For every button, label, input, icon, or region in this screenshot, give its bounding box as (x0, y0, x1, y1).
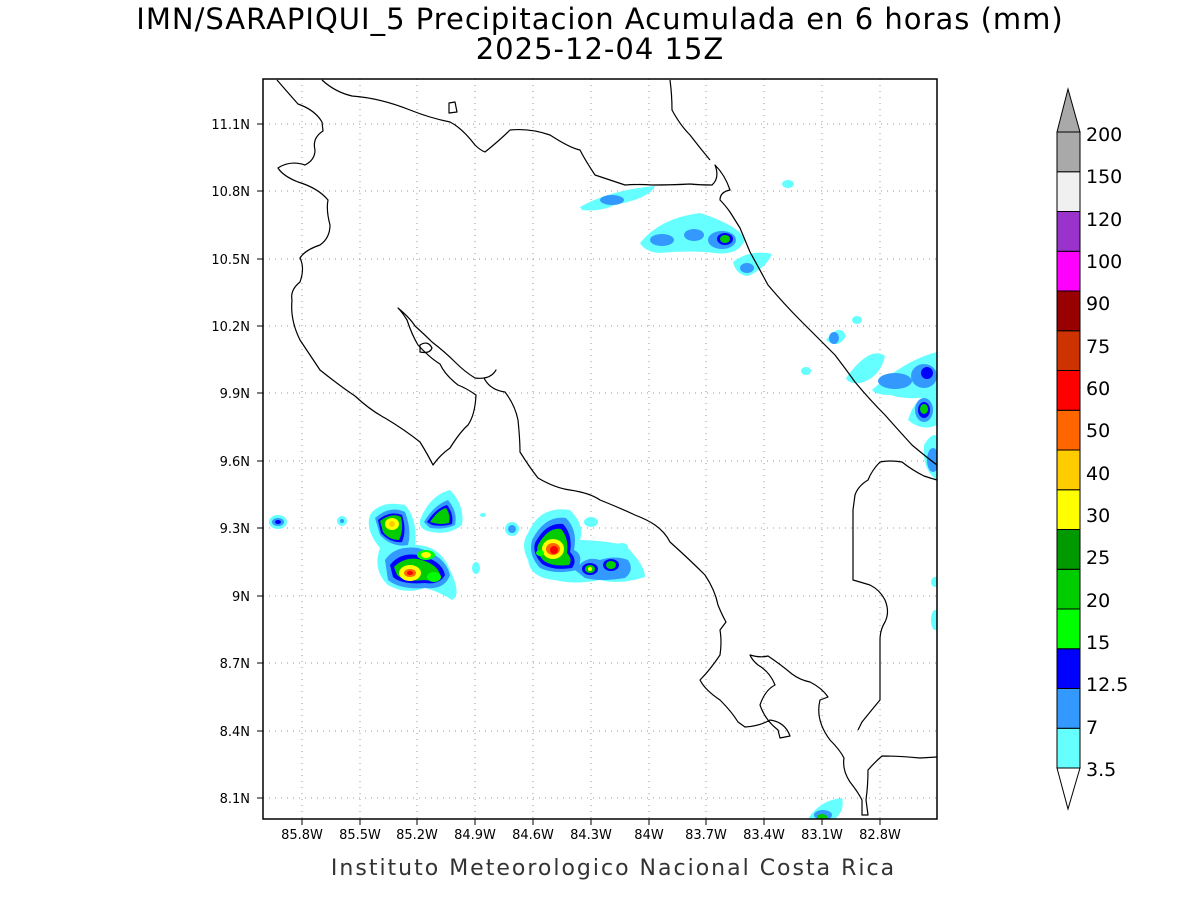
coast-caribbean-north (669, 79, 711, 161)
colorbar-label: 120 (1086, 209, 1122, 231)
colorbar-swatch (1056, 370, 1081, 411)
colorbar-swatch (1056, 529, 1081, 570)
colorbar-swatch (1056, 449, 1081, 491)
colorbar-label: 30 (1086, 505, 1110, 527)
lat-label: 8.1N (220, 792, 250, 807)
colorbar-swatch (1056, 409, 1081, 451)
colorbar-label: 90 (1086, 293, 1110, 315)
colorbar-under-triangle (1056, 767, 1081, 811)
colorbar-label: 200 (1086, 124, 1122, 146)
colorbar-label: 60 (1086, 378, 1110, 400)
lake-nicaragua (321, 79, 937, 466)
colorbar-label: 7 (1086, 717, 1098, 739)
colorbar-swatch (1056, 727, 1081, 769)
lon-label: 84.6W (512, 828, 554, 843)
colorbar-swatches (1056, 131, 1081, 769)
lon-label: 85.2W (396, 828, 438, 843)
colorbar-swatch (1056, 688, 1081, 729)
colorbar-labels: 200 150 120 100 90 75 60 50 40 30 25 20 … (1086, 124, 1128, 781)
lon-label: 84W (634, 828, 664, 843)
coastlines (276, 79, 937, 816)
colorbar-swatch (1056, 171, 1081, 212)
colorbar: 200 150 120 100 90 75 60 50 40 30 25 20 … (1056, 87, 1128, 811)
colorbar-swatch (1056, 211, 1081, 252)
colorbar-over-triangle (1056, 87, 1081, 133)
colorbar-swatch (1056, 290, 1081, 332)
colorbar-label: 25 (1086, 547, 1110, 569)
lat-label: 9.3N (220, 522, 250, 537)
lat-label: 9N (232, 590, 250, 605)
precip-cell-central (505, 509, 645, 583)
map-frame (262, 78, 938, 820)
lon-label: 85.5W (339, 828, 381, 843)
lon-label: 83.1W (801, 828, 843, 843)
border-panama (852, 460, 937, 731)
colorbar-label: 50 (1086, 420, 1110, 442)
precip-cell-caribbean (801, 316, 937, 630)
precip-cell-west (269, 490, 486, 600)
lon-labels: 85.8W 85.5W 85.2W 84.9W 84.6W 84.3W 84W … (281, 828, 901, 843)
colorbar-swatch (1056, 131, 1081, 173)
lon-label: 85.8W (281, 828, 323, 843)
lat-label: 11.1N (211, 118, 250, 133)
credit-text: Instituto Meteorologico Nacional Costa R… (330, 856, 897, 881)
axis-ticks (257, 123, 881, 825)
precipitation-field (269, 180, 937, 819)
colorbar-swatch (1056, 648, 1081, 689)
lat-label: 9.6N (220, 455, 250, 470)
colorbar-swatch (1056, 330, 1081, 371)
small-island (448, 101, 458, 114)
lat-label: 10.5N (211, 253, 250, 268)
colorbar-label: 100 (1086, 251, 1122, 273)
lon-label: 84.3W (570, 828, 612, 843)
lat-label: 8.4N (220, 725, 250, 740)
colorbar-label: 150 (1086, 166, 1122, 188)
colorbar-swatch (1056, 250, 1081, 292)
coast-pacific-north (276, 79, 937, 816)
lon-label: 84.9W (454, 828, 496, 843)
lat-label: 10.2N (211, 320, 250, 335)
colorbar-swatch (1056, 608, 1081, 650)
colorbar-swatch (1056, 489, 1081, 530)
colorbar-label: 75 (1086, 336, 1110, 358)
lon-label: 83.4W (743, 828, 785, 843)
lon-label: 83.7W (685, 828, 727, 843)
colorbar-label: 40 (1086, 463, 1110, 485)
lat-labels: 11.1N 10.8N 10.5N 10.2N 9.9N 9.6N 9.3N 9… (211, 118, 250, 807)
graticule (263, 79, 937, 819)
lat-label: 10.8N (211, 185, 250, 200)
map-datetime: 2025-12-04 15Z (475, 32, 725, 66)
colorbar-label: 20 (1086, 590, 1110, 612)
lon-label: 82.8W (859, 828, 901, 843)
precip-cell-north-band (580, 180, 794, 276)
map-title: IMN/SARAPIQUI_5 Precipitacion Acumulada … (136, 2, 1064, 36)
lat-label: 8.7N (220, 657, 250, 672)
colorbar-swatch (1056, 568, 1081, 610)
colorbar-label: 3.5 (1086, 759, 1116, 781)
precip-cell-south (808, 798, 843, 819)
lake-inlet (419, 342, 433, 354)
colorbar-label: 12.5 (1086, 674, 1128, 696)
colorbar-label: 15 (1086, 632, 1110, 654)
lat-label: 9.9N (220, 387, 250, 402)
